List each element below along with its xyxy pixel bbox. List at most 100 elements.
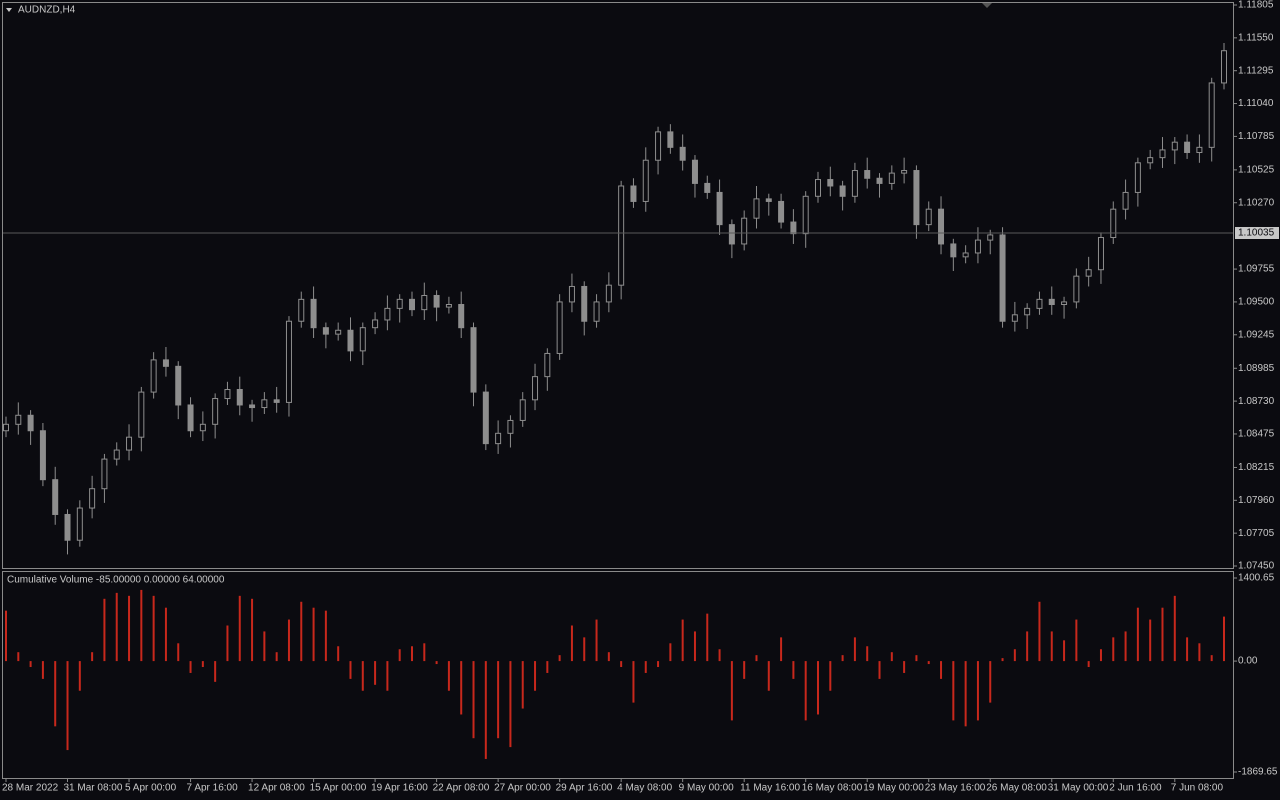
histogram-bar: [546, 661, 549, 673]
histogram-bar: [66, 661, 69, 751]
y-tick-label: 1.10525: [1238, 165, 1275, 176]
indicator-pane: [2, 571, 1234, 779]
x-tick-label: 28 Mar 2022: [2, 783, 59, 794]
histogram-bar: [386, 661, 389, 691]
candle-body: [962, 252, 969, 258]
candle-body: [113, 449, 120, 460]
histogram-bar: [1149, 619, 1152, 662]
histogram-bar: [54, 661, 57, 727]
y-tick-label: -1869.65: [1238, 767, 1278, 778]
candle-body: [876, 177, 883, 184]
histogram-bar: [644, 661, 647, 673]
histogram-bar: [140, 589, 143, 662]
candle-body: [950, 243, 957, 258]
candle-body: [39, 430, 46, 481]
histogram-bar: [91, 652, 94, 662]
price-label-box: [1235, 227, 1279, 240]
histogram-bar: [1038, 601, 1041, 662]
histogram-bar: [164, 607, 167, 662]
candle-body: [64, 513, 71, 541]
candle-body: [1208, 82, 1215, 148]
histogram-bar: [804, 661, 807, 721]
main-pane: [2, 2, 1234, 569]
y-tick-label: 1.10785: [1238, 131, 1275, 142]
candle-body: [187, 404, 194, 432]
candle-body: [261, 399, 268, 409]
candle-body: [89, 488, 96, 509]
histogram-bar: [657, 661, 660, 668]
indicator-title: Cumulative Volume -85.00000 0.00000 64.0…: [7, 575, 225, 586]
candle-body: [519, 399, 526, 421]
x-tick-label: 29 Apr 16:00: [556, 783, 613, 794]
histogram-bar: [1112, 637, 1115, 662]
candle-body: [1171, 141, 1178, 151]
candle-body: [433, 294, 440, 308]
candle-body: [1073, 275, 1080, 303]
histogram-bar: [214, 661, 217, 682]
candle-body: [778, 200, 785, 223]
histogram-bar: [583, 637, 586, 662]
x-tick-label: 9 May 00:00: [679, 783, 734, 794]
histogram-bar: [632, 661, 635, 703]
histogram-bar: [201, 661, 204, 668]
histogram-bar: [767, 661, 770, 691]
candle-body: [1036, 298, 1043, 309]
candle-body: [1061, 301, 1068, 306]
histogram-bar: [866, 646, 869, 662]
candle-body: [52, 479, 59, 515]
y-tick-label: 1.11805: [1238, 0, 1274, 11]
candle-body: [716, 191, 723, 226]
candle-body: [335, 329, 342, 335]
histogram-bar: [238, 595, 241, 662]
x-tick-label: 26 May 08:00: [986, 783, 1047, 794]
candle-body: [987, 234, 994, 241]
histogram-bar: [324, 610, 327, 662]
candle-body: [3, 423, 9, 432]
x-tick-label: 16 May 08:00: [802, 783, 863, 794]
candle-body: [285, 320, 292, 403]
candle-body: [1024, 307, 1031, 316]
symbol-menu-arrow[interactable]: [6, 8, 12, 12]
y-tick-label: 1.08475: [1238, 429, 1275, 440]
histogram-bar: [829, 661, 832, 691]
candle-body: [15, 414, 22, 425]
histogram-bar: [1223, 616, 1225, 662]
y-tick-label: 1.08730: [1238, 396, 1275, 407]
x-tick-label: 19 May 00:00: [863, 783, 924, 794]
candle-body: [458, 304, 465, 329]
candle-body: [27, 414, 34, 432]
histogram-bar: [509, 661, 512, 748]
candle-body: [728, 224, 735, 245]
histogram-bar: [890, 652, 893, 662]
histogram-bar: [534, 661, 537, 691]
x-tick-label: 11 May 16:00: [740, 783, 800, 794]
candle-body: [667, 131, 674, 148]
histogram-bar: [251, 598, 254, 662]
candle-body: [162, 359, 169, 367]
histogram-bar: [878, 661, 881, 679]
histogram-bar: [337, 646, 340, 662]
histogram-bar: [349, 661, 352, 679]
candle-body: [396, 298, 403, 309]
candle-body: [372, 319, 379, 329]
candle-body: [150, 359, 157, 393]
x-tick-label: 12 Apr 08:00: [248, 783, 305, 794]
histogram-bar: [1099, 649, 1102, 662]
candle-body: [101, 458, 108, 490]
y-tick-label: 1.08215: [1238, 462, 1275, 473]
candle-body: [765, 198, 772, 202]
candle-body: [864, 170, 871, 179]
candle-body: [704, 182, 711, 193]
histogram-bar: [1013, 649, 1016, 662]
histogram-bar: [1198, 643, 1201, 662]
candle-body: [384, 307, 391, 321]
candle-body: [347, 329, 354, 352]
histogram-bar: [115, 592, 118, 662]
candle-body: [359, 327, 366, 352]
histogram-bar: [189, 661, 192, 673]
candle-body: [741, 217, 748, 245]
candle-body: [568, 285, 575, 303]
histogram-bar: [952, 661, 955, 721]
y-tick-label: 1.10270: [1238, 197, 1275, 208]
